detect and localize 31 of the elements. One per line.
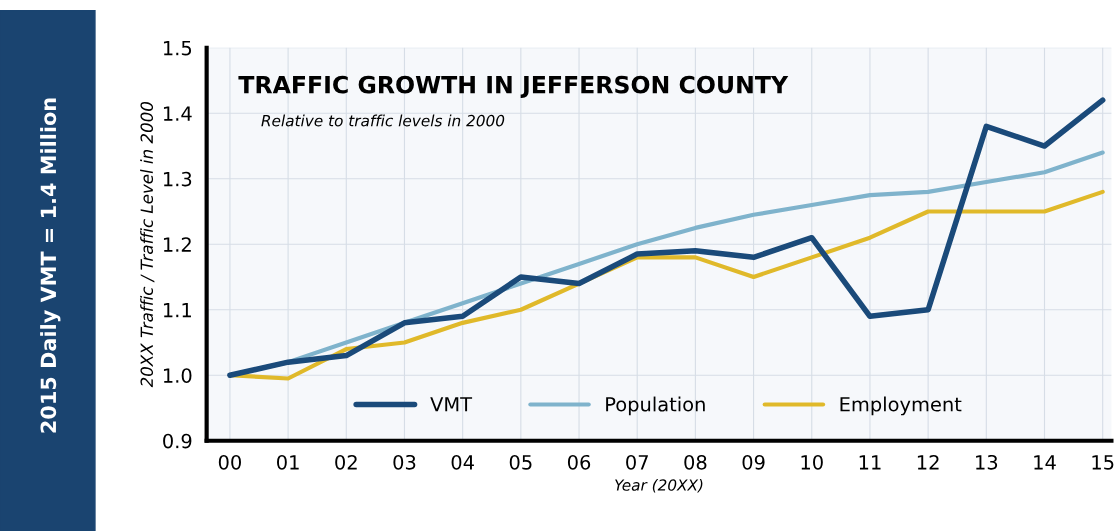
- legend-label: VMT: [430, 397, 473, 412]
- text: 2015 Daily VMT = 1.4 Million: [40, 98, 61, 433]
- text: TRAFFIC GROWTH IN JEFFERSON COUNTY: [238, 75, 789, 98]
- y-tick-label: 1.3: [163, 171, 192, 187]
- x-tick-label: 10: [801, 454, 823, 470]
- legend-label: Employment: [840, 396, 962, 416]
- legend-label: Population: [606, 396, 705, 416]
- text: Relative to traffic levels in 2000: [261, 114, 505, 127]
- x-tick-label: 04: [451, 454, 474, 470]
- x-tick-label: 13: [976, 454, 998, 470]
- x-tick-label: 05: [509, 454, 532, 470]
- x-tick-label: 12: [917, 454, 939, 470]
- y-tick-label: 1.2: [163, 237, 191, 252]
- x-tick-label: 00: [218, 454, 241, 470]
- x-tick-label: 15: [1092, 455, 1114, 470]
- y-tick-label: 1.5: [163, 41, 192, 56]
- x-tick-label: 01: [277, 454, 299, 470]
- x-tick-label: 11: [859, 455, 881, 470]
- y-tick-label: 1.1: [163, 302, 191, 318]
- x-tick-label: 02: [335, 454, 357, 470]
- y-tick-label: 1.4: [163, 106, 192, 121]
- x-tick-label: 09: [742, 454, 765, 470]
- x-axis-title: Year (20XX): [615, 479, 703, 493]
- x-tick-label: 07: [626, 454, 648, 470]
- x-tick-label: 06: [567, 454, 591, 470]
- x-tick-label: 03: [393, 454, 416, 470]
- y-tick-label: 0.9: [163, 433, 192, 449]
- y-tick-label: 1.0: [163, 368, 192, 383]
- x-tick-label: 08: [684, 454, 707, 470]
- x-tick-label: 14: [1034, 455, 1056, 470]
- y-axis-title: 20XX Traffic / Traffic Level in 2000: [140, 101, 155, 388]
